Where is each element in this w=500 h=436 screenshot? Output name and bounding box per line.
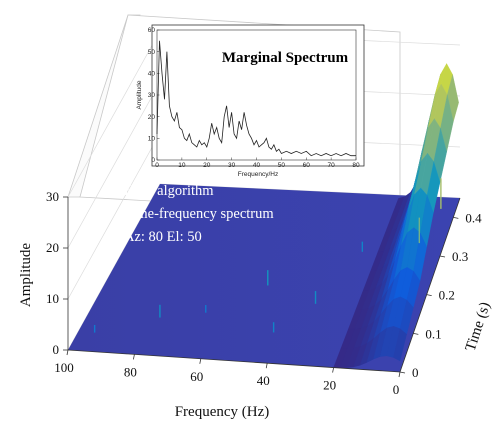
z-tick-label: 0 (53, 342, 60, 357)
inset-y-label: Amplitude (136, 80, 143, 109)
y-tick-label: 0.2 (439, 288, 455, 303)
inset-x-tick-label: 0 (155, 162, 159, 169)
inset-plot-box (156, 29, 357, 161)
x-axis-label: Frequency (Hz) (175, 404, 270, 420)
inset-title: Marginal Spectrum (222, 50, 349, 66)
y-tick-mark (439, 255, 446, 258)
x-axis-line (67, 349, 401, 373)
inset-x-tick-label: 50 (278, 162, 286, 169)
annotation-view: Az: 80 El: 50 (124, 229, 202, 245)
y-tick-mark (426, 294, 432, 297)
y-tick-mark (399, 371, 406, 374)
x-tick-label: 100 (54, 360, 74, 375)
x-tick-label: 0 (393, 382, 400, 397)
x-tick-mark (199, 358, 202, 364)
x-tick-label: 20 (323, 378, 336, 393)
y-tick-label: 0 (412, 365, 419, 380)
z-tick-label: 10 (46, 291, 59, 306)
y-tick-label: 0.3 (452, 249, 468, 264)
z-tick-label: 20 (46, 240, 59, 255)
x-tick-label: 60 (190, 369, 203, 384)
surface-patch (393, 328, 407, 362)
y-ticks: 0 0.1 0.2 0.3 0.4 (399, 197, 482, 380)
inset-x-tick-label: 70 (328, 162, 336, 169)
x-tick-mark (265, 363, 268, 369)
x-tick-mark (133, 354, 135, 360)
inset-frame (151, 24, 365, 167)
x-tick-label: 80 (124, 364, 137, 379)
z-tick-label: 30 (46, 189, 59, 204)
inset-y-tick-label: 50 (148, 49, 156, 56)
y-tick-mark (413, 332, 419, 335)
inset-x-tick-label: 10 (178, 162, 186, 169)
inset-series-line (156, 40, 356, 157)
y-tick-mark (453, 216, 459, 219)
inset-x-tick-label: 60 (303, 162, 311, 169)
y-axis-line (399, 197, 461, 373)
y-axis-label: Time (s) (463, 300, 494, 353)
inset-x-tick-label: 40 (253, 162, 261, 169)
x-ticks: 100 80 60 40 20 0 (54, 349, 401, 397)
y-tick-label: 0.1 (425, 326, 441, 341)
annotation-spectrum: Time-frequency spectrum (124, 206, 274, 222)
inset-y-tick-label: 0 (151, 157, 155, 164)
z-ticks: 0 10 20 30 (46, 189, 69, 357)
inset-x-tick-label: 20 (203, 162, 211, 169)
z-axis-label: Amplitude (18, 243, 34, 308)
inset-y-tick-label: 40 (148, 71, 156, 78)
inset-y-tick-label: 20 (148, 114, 156, 121)
x-tick-mark (398, 371, 401, 378)
x-tick-label: 40 (257, 373, 270, 388)
x-tick-mark (66, 349, 69, 356)
inset-x-label: Frequency/Hz (238, 171, 278, 178)
inset-x-tick-label: 80 (352, 162, 360, 169)
y-tick-label: 0.4 (465, 210, 482, 225)
annotation-algorithm: HHT algorithm (124, 183, 214, 199)
marginal-spectrum-inset: Marginal Spectrum Amplitude Frequency/Hz… (136, 24, 365, 178)
x-tick-mark (332, 367, 334, 373)
surface-layer (93, 63, 459, 368)
inset-x-tick-label: 30 (228, 162, 236, 169)
inset-y-tick-label: 60 (148, 27, 156, 34)
inset-y-tick-label: 30 (148, 92, 156, 99)
inset-ticks: 0 10 20 30 40 50 60 70 80 0 10 20 30 40 50 60 (148, 27, 360, 169)
inset-y-tick-label: 10 (148, 136, 156, 143)
